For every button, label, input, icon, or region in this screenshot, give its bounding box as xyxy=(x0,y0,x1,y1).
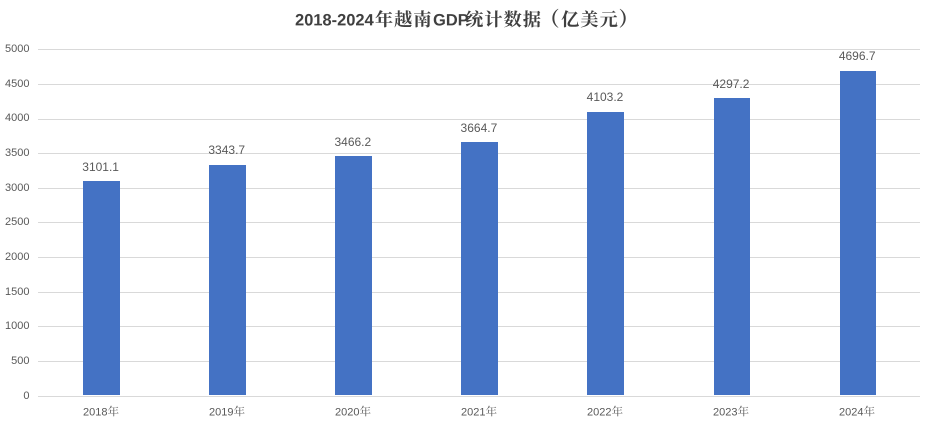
svg-text:2022: 2022 xyxy=(587,407,611,419)
svg-text:2024: 2024 xyxy=(839,407,863,419)
svg-text:2018: 2018 xyxy=(83,407,107,419)
svg-text:2021: 2021 xyxy=(461,407,485,419)
svg-text:2020: 2020 xyxy=(335,407,359,419)
svg-text:2019: 2019 xyxy=(209,407,233,419)
svg-text:2023: 2023 xyxy=(713,407,737,419)
